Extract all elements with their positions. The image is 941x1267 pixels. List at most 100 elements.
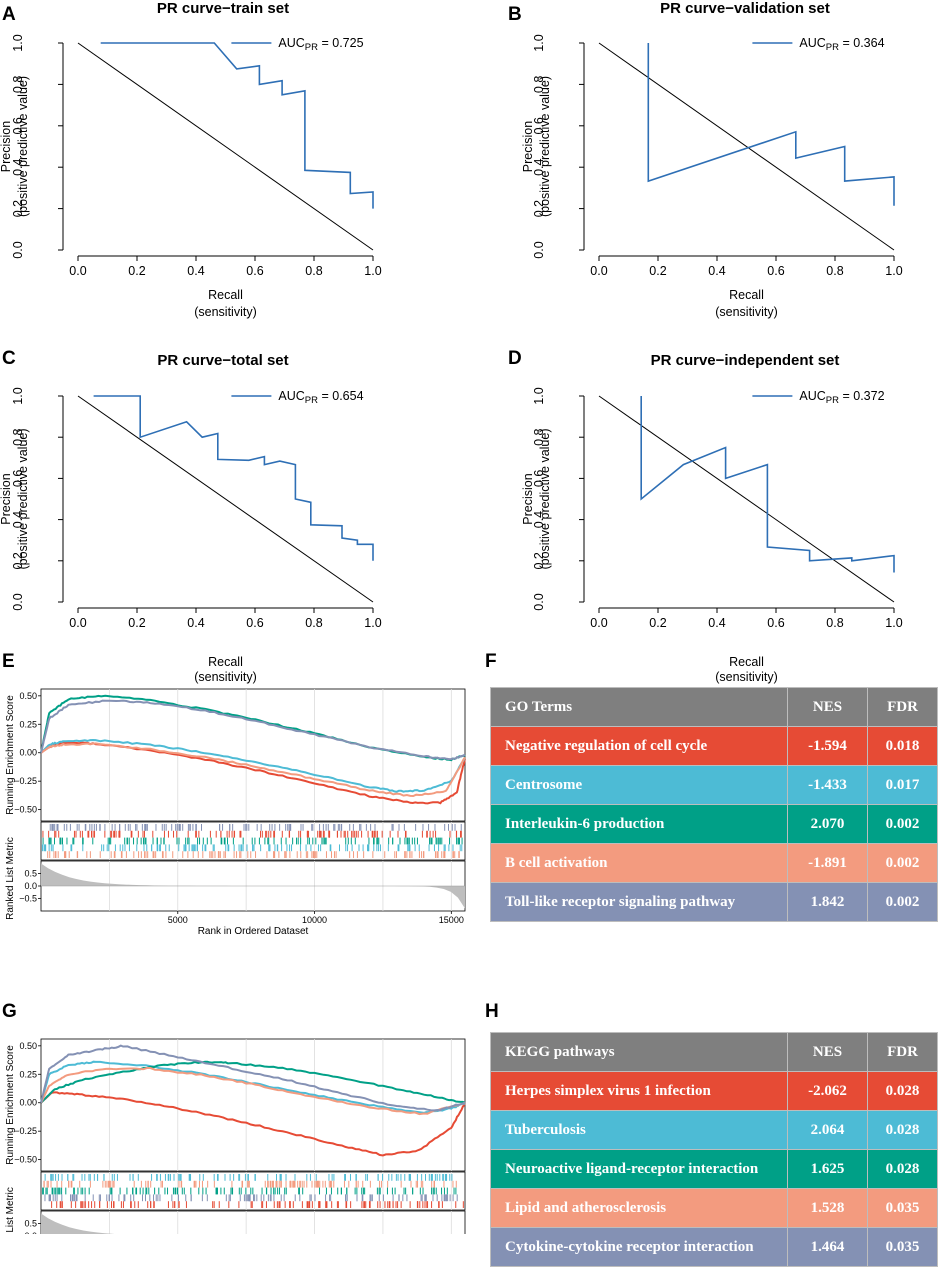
metric-tick-label: −0.5	[19, 894, 37, 904]
x-tick-label: 5000	[168, 915, 188, 925]
y-tick-label: 0.4	[532, 511, 546, 528]
legend-label: AUCPR = 0.725	[278, 36, 363, 53]
es-curve-teal	[40, 1060, 466, 1104]
y-axis-label: Running Enrichment Score	[5, 695, 16, 815]
nes-cell: 2.070	[787, 804, 868, 844]
y-tick-label: 0.2	[11, 552, 25, 569]
y-tick-label: 0.00	[19, 748, 37, 758]
kegg-pathways-table: KEGG pathways NES FDR Herpes simplex virus …	[490, 1032, 938, 1267]
x-tick-label: 0.8	[305, 264, 322, 278]
y-tick-label: 0.8	[11, 76, 25, 93]
x-tick-label: 1.0	[885, 616, 902, 630]
y-tick-label: 0.4	[11, 511, 25, 528]
nes-cell: 1.528	[787, 1188, 868, 1228]
figure-canvas: A PR curve−train set 0.0 0.2 0.4 0.6 0.8 1.0 0.0…	[0, 0, 903, 1234]
x-tick-label: 0.2	[128, 264, 145, 278]
fdr-cell: 0.002	[867, 804, 938, 844]
es-curve-slate	[40, 699, 466, 761]
x-tick-label: 0.2	[649, 616, 666, 630]
fdr-cell: 0.028	[867, 1149, 938, 1189]
nes-cell: -1.891	[787, 843, 868, 883]
nes-cell: 2.064	[787, 1110, 868, 1150]
ranked-list-metric-area	[41, 1213, 115, 1234]
diagonal-reference-line	[598, 42, 895, 251]
x-tick-label: 0.0	[69, 616, 86, 630]
x-axis-sublabel: (sensitivity)	[715, 670, 778, 684]
panel-label-b: B	[508, 4, 522, 25]
fdr-cell: 0.002	[867, 882, 938, 922]
es-plot-frame	[40, 1038, 466, 1172]
y-tick-label: 0.6	[11, 117, 25, 134]
y-tick-label: 0.6	[532, 470, 546, 487]
y-tick-label: 0.8	[11, 428, 25, 445]
pr-curve-line	[100, 42, 374, 209]
gsea-panel-e: E 0.50 0.25 0.00 −0.25 −0.50 0.5 0.0 −0.5 5000 100…	[2, 651, 466, 937]
fdr-cell: 0.028	[867, 1071, 938, 1111]
term-cell: Cytokine-cytokine receptor interaction	[490, 1227, 788, 1267]
x-tick-label: 15000	[439, 915, 464, 925]
panel-label-e: E	[2, 651, 15, 672]
x-tick-label: 0.8	[826, 616, 843, 630]
pr-curve-line	[647, 43, 895, 206]
legend-label: AUCPR = 0.654	[278, 389, 363, 406]
x-tick-label: 0.4	[708, 616, 725, 630]
y-axis-sublabel: (positive predictive value)	[538, 76, 552, 217]
y-tick-label: 0.50	[19, 691, 37, 701]
y-tick-label: 0.2	[532, 200, 546, 217]
metric-axis-label: Ranked List Metric	[5, 1187, 16, 1234]
y-tick-label: 0.8	[532, 428, 546, 445]
x-axis-label: Recall	[729, 655, 764, 669]
y-tick-label: 0.00	[19, 1098, 37, 1108]
fdr-cell: 0.035	[867, 1227, 938, 1267]
y-axis-label: Running Enrichment Score	[5, 1045, 16, 1165]
term-cell: B cell activation	[490, 843, 788, 883]
es-curve-cyan	[40, 738, 466, 793]
metric-tick-label: 0.0	[24, 1231, 37, 1234]
table-header-row: GO Terms NES FDR	[490, 687, 938, 727]
term-cell: Lipid and atherosclerosis	[490, 1188, 788, 1228]
es-plot-frame	[40, 688, 466, 822]
x-tick-label: 0.4	[708, 264, 725, 278]
legend-label: AUCPR = 0.372	[799, 389, 884, 406]
x-tick-label: 0.2	[128, 616, 145, 630]
nes-cell: 1.842	[787, 882, 868, 922]
y-tick-label: 0.0	[532, 241, 546, 258]
metric-tick-label: 0.0	[24, 881, 37, 891]
y-tick-label: 0.25	[19, 719, 37, 729]
metric-tick-label: 0.5	[24, 1219, 37, 1229]
x-tick-label: 0.8	[305, 616, 322, 630]
y-tick-label: −0.25	[14, 1126, 37, 1136]
fdr-cell: 0.035	[867, 1188, 938, 1228]
metric-axis-label: Ranked List Metric	[5, 837, 16, 920]
y-tick-label: −0.25	[14, 776, 37, 786]
table-row: Tuberculosis 2.064 0.028	[490, 1110, 938, 1150]
x-axis-sublabel: (sensitivity)	[194, 305, 257, 319]
term-cell: Negative regulation of cell cycle	[490, 726, 788, 766]
y-tick-label: −0.50	[14, 1155, 37, 1165]
fdr-cell: 0.018	[867, 726, 938, 766]
x-tick-label: 1.0	[364, 264, 381, 278]
nes-cell: 1.464	[787, 1227, 868, 1267]
y-tick-label: 0.0	[11, 593, 25, 610]
header-nes: NES	[787, 687, 868, 727]
x-tick-label: 1.0	[885, 264, 902, 278]
table-row: Toll-like receptor signaling pathway 1.84…	[490, 882, 938, 922]
term-cell: Interleukin-6 production	[490, 804, 788, 844]
header-term: GO Terms	[490, 687, 788, 727]
table-row: Interleukin-6 production 2.070 0.002	[490, 804, 938, 844]
panel-title-c: PR curve−total set	[157, 352, 288, 369]
gsea-panel-g: G0.500.250.00−0.25−0.500.50.0−0.55000100…	[2, 1001, 466, 1234]
y-tick-label: 1.0	[532, 34, 546, 51]
table-row: Herpes simplex virus 1 infection -2.062 0.…	[490, 1071, 938, 1111]
y-tick-label: 0.0	[532, 593, 546, 610]
table-row: B cell activation -1.891 0.002	[490, 843, 938, 883]
x-axis-label: Rank in Ordered Dataset	[198, 926, 309, 937]
diagonal-reference-line	[77, 395, 374, 603]
diagonal-reference-line	[77, 42, 374, 251]
header-fdr: FDR	[867, 687, 938, 727]
fdr-cell: 0.017	[867, 765, 938, 805]
y-tick-label: −0.50	[14, 805, 37, 815]
y-axis-label: Precision	[0, 121, 13, 172]
y-axis-sublabel: (positive predictive value)	[538, 428, 552, 569]
pr-panel-c: C PR curve−total set 0.0 0.2 0.4 0.6 0.8 1.0 0.0…	[0, 348, 382, 684]
